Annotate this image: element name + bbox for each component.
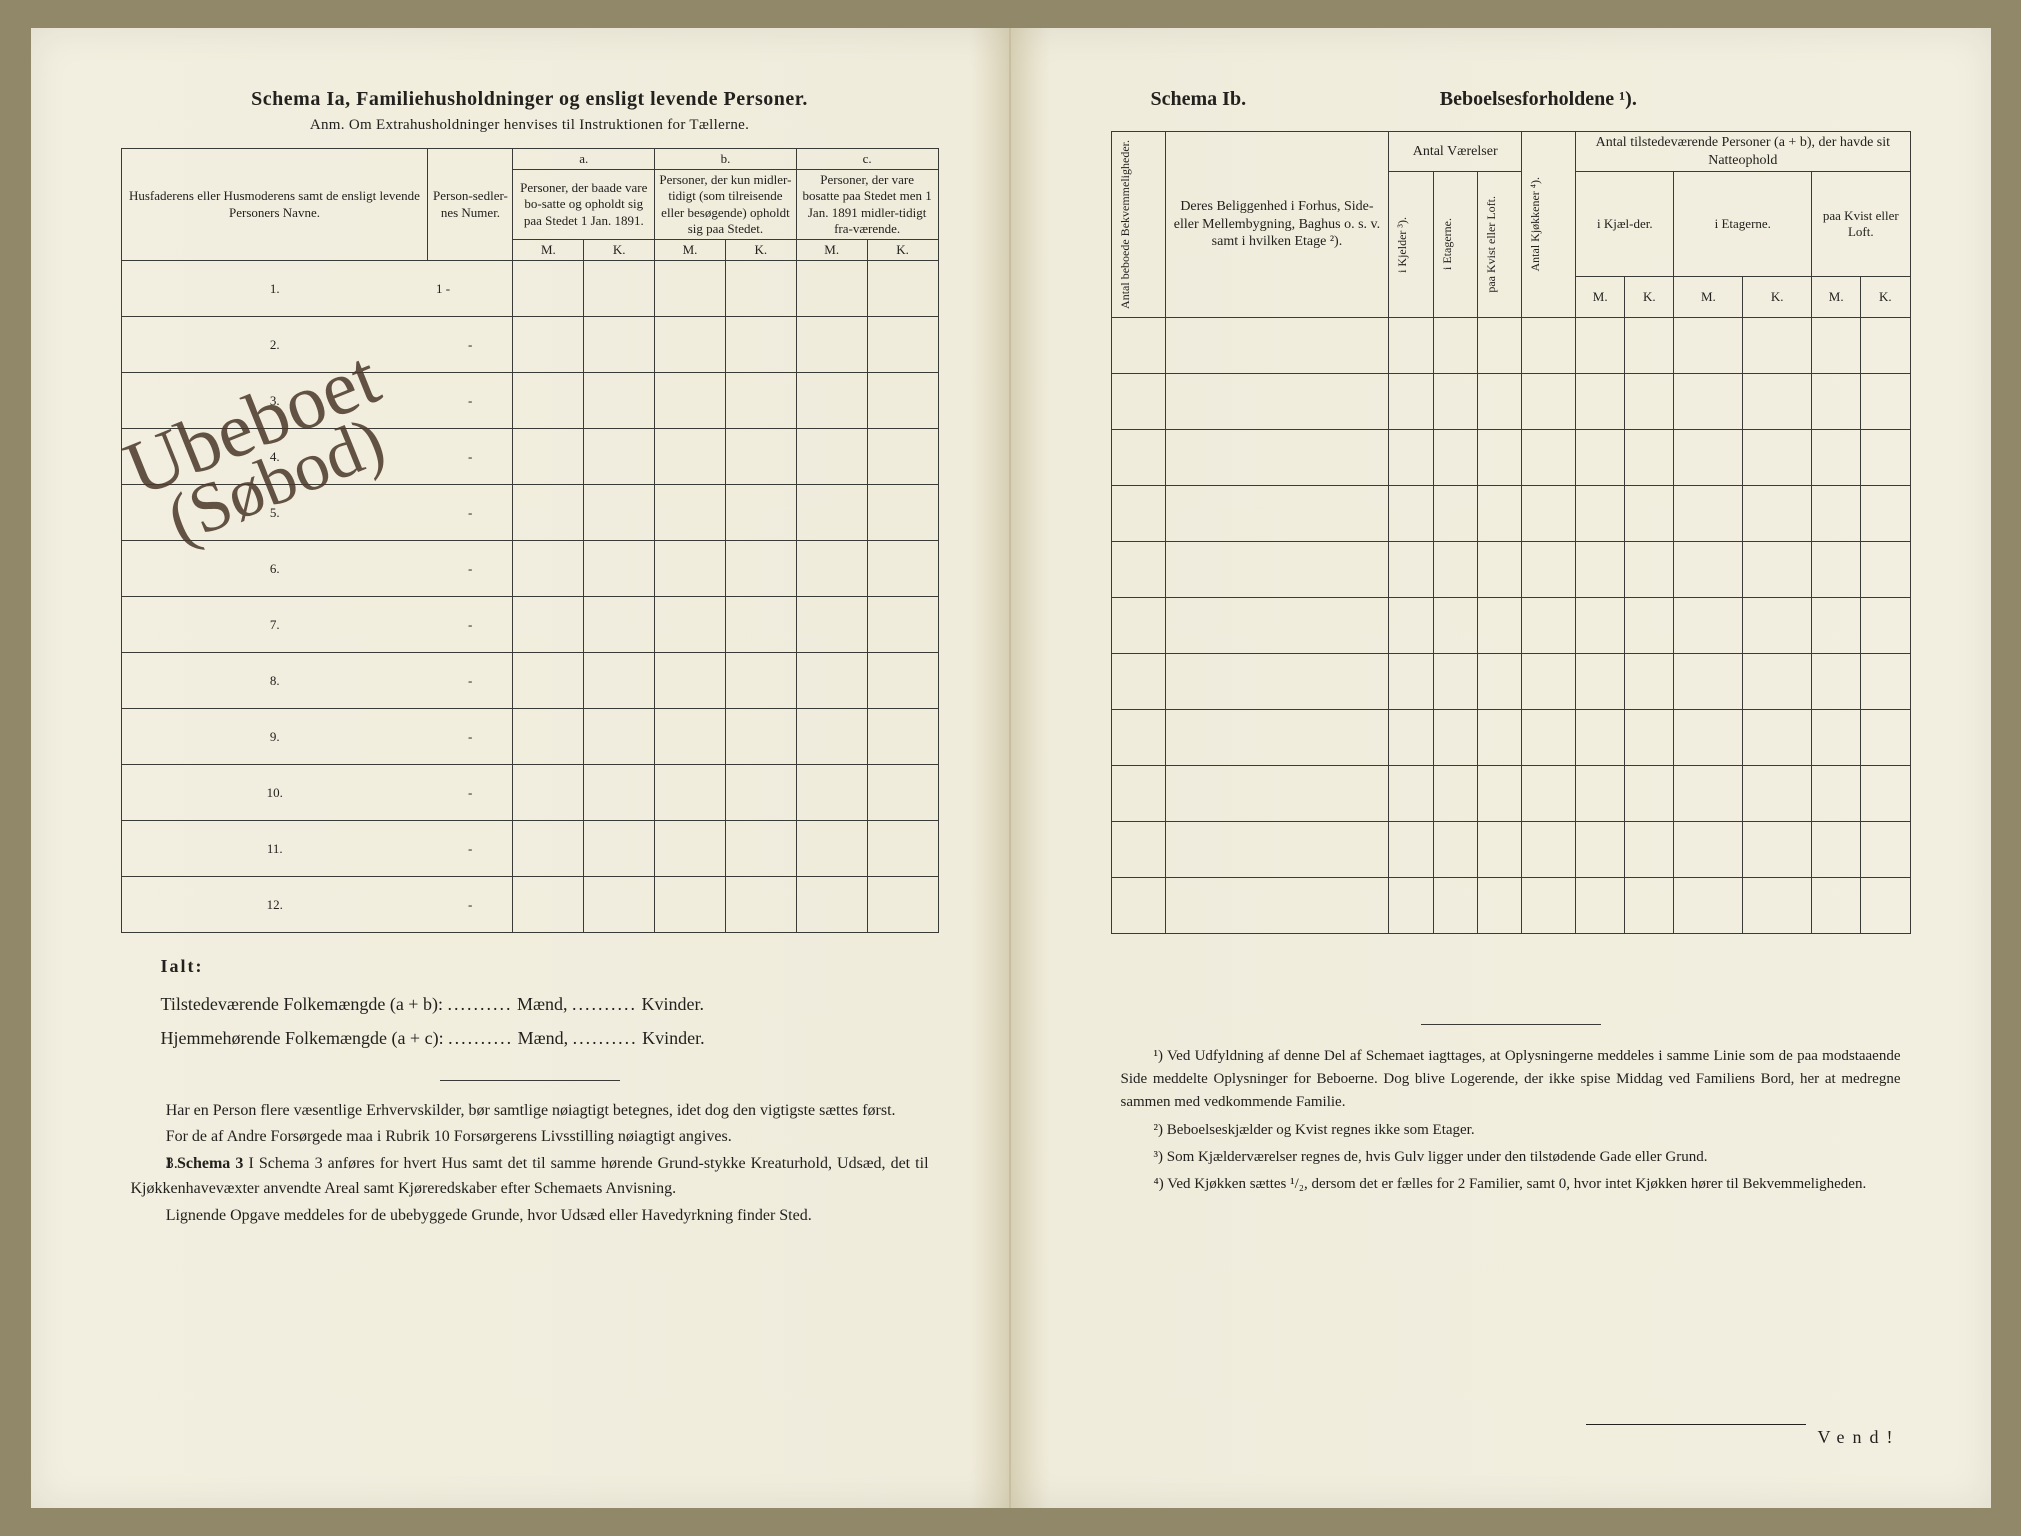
col-c-letter: c. — [796, 149, 938, 170]
table-row — [1111, 541, 1910, 597]
table-row: 1. 1 - — [121, 261, 938, 317]
table-row — [1111, 821, 1910, 877]
mk-header: M. — [513, 240, 584, 261]
col-etag-header: i Etagerne. — [1433, 172, 1477, 318]
anm-note: Anm. Om Extrahusholdninger henvises til … — [121, 117, 939, 134]
table-row — [1111, 653, 1910, 709]
schema-1a-body: 1. 1 - 2.- 3.- 4.- 5.- 6.- 7.- 8.- 9.- 1… — [121, 261, 938, 933]
col-a-letter: a. — [513, 149, 655, 170]
schema-1b-title-row: Schema Ib. Beboelsesforholdene ¹). — [1111, 88, 1911, 111]
col-b-desc: Personer, der kun midler-tidigt (som til… — [655, 170, 797, 240]
table-row: 4.- — [121, 429, 938, 485]
col-numer-header: Person-sedler-nes Numer. — [428, 149, 513, 261]
schema-1b-label: Schema Ib. — [1151, 88, 1247, 111]
footnote-4: ⁴) Ved Kjøkken sættes ¹/₂, dersom det er… — [1121, 1173, 1901, 1196]
book-spread: Schema Ia, Familiehusholdninger og ensli… — [31, 28, 1991, 1508]
totals-block: Ialt: Tilstedeværende Folkemængde (a + b… — [121, 949, 939, 1056]
instructions-block: Har en Person flere væsentlige Erhvervsk… — [121, 1080, 939, 1229]
table-row — [1111, 877, 1910, 933]
instr-p4: Lignende Opgave meddeles for de ubebygge… — [131, 1204, 929, 1229]
table-row — [1111, 597, 1910, 653]
col-kjeld-header: i Kjelder ³). — [1389, 172, 1433, 318]
left-page: Schema Ia, Familiehusholdninger og ensli… — [31, 28, 1011, 1508]
table-row: 7.- — [121, 597, 938, 653]
col-pers-kvist: paa Kvist eller Loft. — [1812, 172, 1910, 277]
col-b-letter: b. — [655, 149, 797, 170]
row-number: 1. — [121, 261, 428, 317]
col-belig-header: Deres Beliggenhed i Forhus, Side- eller … — [1165, 132, 1389, 318]
table-row — [1111, 709, 1910, 765]
row-dash: 1 - — [428, 261, 513, 317]
mk-header: M. — [655, 240, 726, 261]
col-kjokkener-header: Antal Kjøkkener ⁴). — [1522, 132, 1576, 318]
grp-personer-header: Antal tilstedeværende Personer (a + b), … — [1576, 132, 1910, 172]
table-row: 6.- — [121, 541, 938, 597]
table-row — [1111, 485, 1910, 541]
col-pers-etag: i Etagerne. — [1674, 172, 1812, 277]
col-bekvem-header: Antal beboede Bekvemmeligheder. — [1111, 132, 1165, 318]
schema-1b-subject: Beboelsesforholdene ¹). — [1440, 88, 1637, 111]
table-row: 9.- — [121, 709, 938, 765]
vend-label: Vend! — [1586, 1427, 1901, 1448]
table-row: 10.- — [121, 765, 938, 821]
schema-1b-table: Antal beboede Bekvemmeligheder. Deres Be… — [1111, 131, 1911, 934]
schema-1b-body — [1111, 317, 1910, 933]
table-row: 2.- — [121, 317, 938, 373]
instr-p2: For de af Andre Forsørgede maa i Rubrik … — [131, 1125, 929, 1150]
instr-p1: Har en Person flere væsentlige Erhvervsk… — [131, 1099, 929, 1124]
footnotes-block: ¹) Ved Udfyldning af denne Del af Schema… — [1111, 1024, 1911, 1197]
mk-header: K. — [725, 240, 796, 261]
mk-header: M. — [796, 240, 867, 261]
totals-line-2: Hjemmehørende Folkemængde (a + c): .....… — [161, 1021, 939, 1055]
col-a-desc: Personer, der baade vare bo-satte og oph… — [513, 170, 655, 240]
table-row — [1111, 317, 1910, 373]
table-row: 8.- — [121, 653, 938, 709]
grp-vaerelser-header: Antal Værelser — [1389, 132, 1522, 172]
totals-line-1: Tilstedeværende Folkemængde (a + b): ...… — [161, 987, 939, 1021]
col-c-desc: Personer, der vare bosatte paa Stedet me… — [796, 170, 938, 240]
schema-1a-title: Schema Ia, Familiehusholdninger og ensli… — [121, 88, 939, 111]
right-page: Schema Ib. Beboelsesforholdene ¹). Antal… — [1011, 28, 1991, 1508]
table-row — [1111, 765, 1910, 821]
col-kvist-header: paa Kvist eller Loft. — [1477, 172, 1521, 318]
footnote-3: ³) Som Kjælderværelser regnes de, hvis G… — [1121, 1146, 1901, 1169]
table-row: 11.- — [121, 821, 938, 877]
footnote-1: ¹) Ved Udfyldning af denne Del af Schema… — [1121, 1045, 1901, 1115]
table-row: 12.- — [121, 877, 938, 933]
footnote-2: ²) Beboelseskjælder og Kvist regnes ikke… — [1121, 1119, 1901, 1142]
col-names-header: Husfaderens eller Husmoderens samt de en… — [121, 149, 428, 261]
table-row: 5.- — [121, 485, 938, 541]
table-row — [1111, 373, 1910, 429]
mk-header: K. — [867, 240, 938, 261]
mk-header: K. — [584, 240, 655, 261]
ialt-label: Ialt: — [161, 949, 939, 983]
table-row: 3.- — [121, 373, 938, 429]
table-row — [1111, 429, 1910, 485]
instr-p3: 3.I Schema 3 I Schema 3 anføres for hver… — [131, 1152, 929, 1202]
schema-1a-table: Husfaderens eller Husmoderens samt de en… — [121, 148, 939, 933]
col-pers-kjael: i Kjæl-der. — [1576, 172, 1674, 277]
